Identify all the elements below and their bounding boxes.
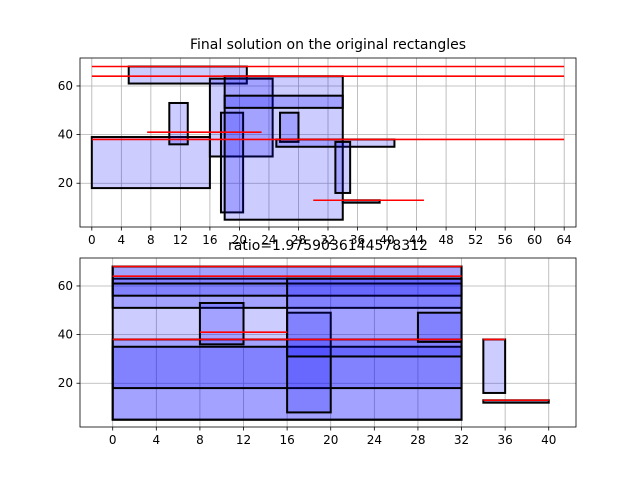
- x-tick-label: 12: [173, 233, 188, 247]
- x-tick-label: 24: [261, 233, 276, 247]
- rectangle: [168, 101, 189, 146]
- x-tick-label: 52: [468, 233, 483, 247]
- rectangle: [286, 311, 332, 414]
- x-tick-label: 56: [498, 233, 513, 247]
- x-tick-label: 20: [323, 433, 338, 447]
- x-tick-label: 20: [232, 233, 247, 247]
- top-chart-title: Final solution on the original rectangle…: [190, 37, 466, 53]
- x-tick-label: 8: [196, 433, 204, 447]
- x-tick-label: 44: [409, 233, 424, 247]
- rectangle: [223, 75, 344, 221]
- rectangles-group: [111, 265, 550, 421]
- x-tick-label: 4: [118, 233, 126, 247]
- x-tick-label: 24: [367, 433, 382, 447]
- y-tick-label: 60: [58, 79, 73, 93]
- x-tick-label: 48: [438, 233, 453, 247]
- bottom-chart-panel: 0 4 8 12 16 20 24 28 32 36 40 20 40 60: [58, 257, 577, 447]
- x-tick-label: 64: [557, 233, 572, 247]
- rectangle: [416, 311, 463, 343]
- x-tick-label: 32: [454, 433, 469, 447]
- x-tick-label: 4: [152, 433, 160, 447]
- x-tick-label: 36: [498, 433, 513, 447]
- y-tick-label: 20: [58, 176, 73, 190]
- y-tick-label: 40: [58, 128, 73, 142]
- x-tick-label: 8: [147, 233, 155, 247]
- x-tick-label: 16: [279, 433, 294, 447]
- rectangle: [334, 140, 352, 194]
- rectangle: [219, 111, 245, 214]
- y-tick-label: 20: [58, 376, 73, 390]
- x-tick-label: 0: [88, 233, 96, 247]
- segments-group: [112, 265, 549, 402]
- rectangle: [279, 111, 300, 143]
- rectangle: [286, 277, 463, 358]
- rectangle: [482, 338, 507, 394]
- rectangle: [198, 301, 245, 346]
- x-tick-label: 32: [320, 233, 335, 247]
- segments-group: [91, 65, 565, 202]
- rectangle: [90, 136, 211, 190]
- x-tick-label: 40: [379, 233, 394, 247]
- x-tick-label: 36: [350, 233, 365, 247]
- x-tick-label: 12: [236, 433, 251, 447]
- grid-lines: [80, 58, 576, 227]
- y-tick-label: 60: [58, 279, 73, 293]
- x-tick-label: 40: [541, 433, 556, 447]
- bottom-chart-title: ratio=1.9759036144578312: [228, 238, 428, 254]
- rectangles-group: [90, 65, 396, 221]
- y-tick-label: 40: [58, 328, 73, 342]
- axes-frame: [79, 257, 577, 428]
- x-tick-label: 28: [410, 433, 425, 447]
- x-tick-label: 28: [291, 233, 306, 247]
- rectangle: [223, 94, 344, 109]
- x-tick-label: 60: [527, 233, 542, 247]
- x-tick-label: 0: [109, 433, 117, 447]
- x-tick-label: 16: [202, 233, 217, 247]
